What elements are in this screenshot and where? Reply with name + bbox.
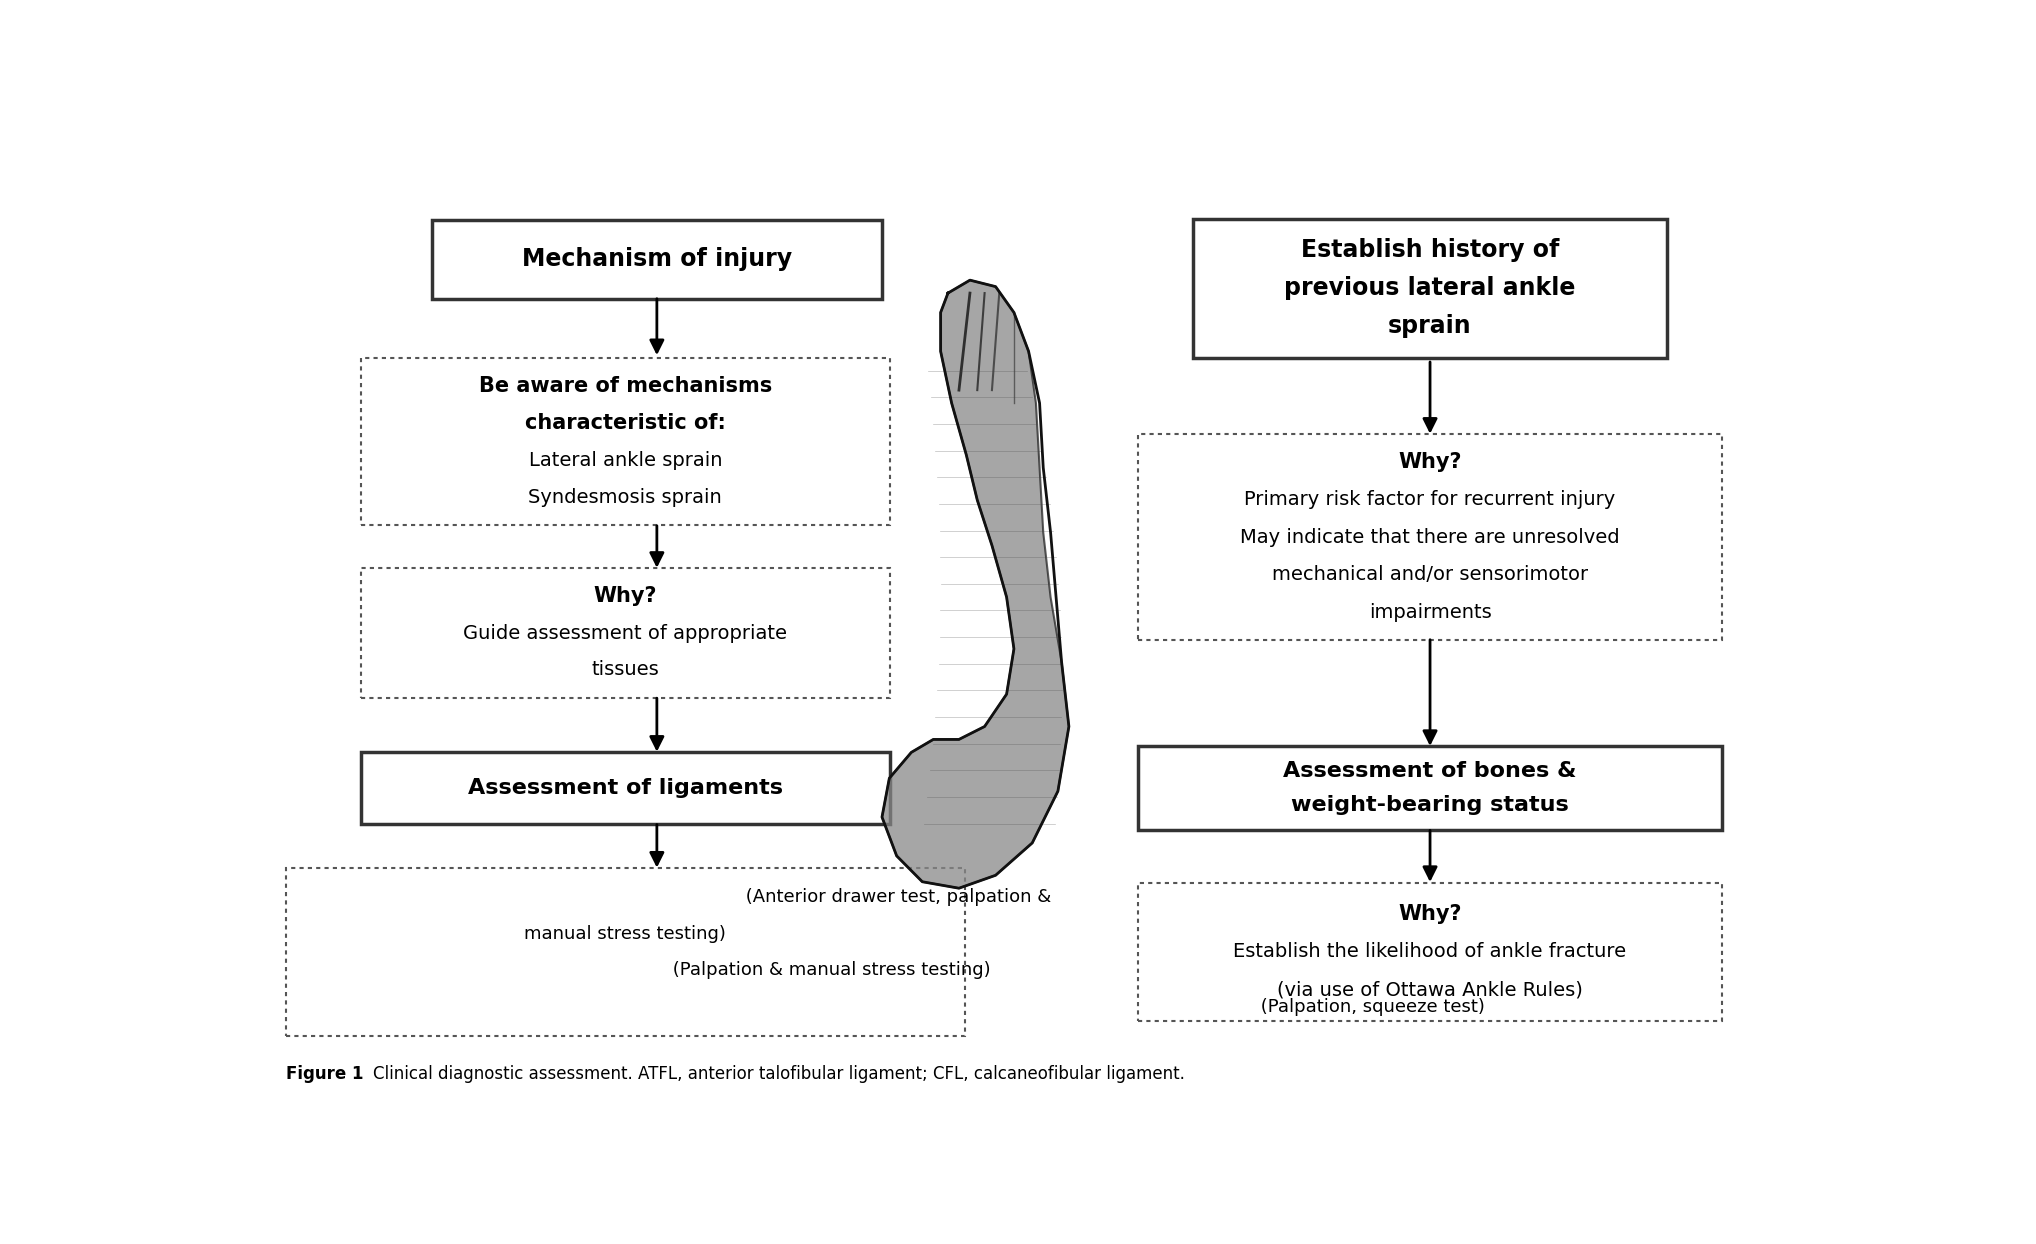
FancyBboxPatch shape [285,868,965,1036]
Text: Assessment of ligaments: Assessment of ligaments [468,779,782,799]
FancyBboxPatch shape [360,357,890,525]
Text: (via use of Ottawa Ankle Rules): (via use of Ottawa Ankle Rules) [1277,980,1582,1000]
Text: Assessment of bones &: Assessment of bones & [1283,761,1576,781]
Text: sprain: sprain [1389,315,1472,338]
Text: weight-bearing status: weight-bearing status [1291,795,1570,815]
Text: May indicate that there are unresolved: May indicate that there are unresolved [1240,527,1621,546]
Text: Mechanism of injury: Mechanism of injury [521,248,792,271]
Text: Establish history of: Establish history of [1301,238,1560,261]
Text: Why?: Why? [1399,903,1462,923]
Text: (Palpation & manual stress testing): (Palpation & manual stress testing) [666,962,989,979]
Text: Figure 1: Figure 1 [285,1065,364,1084]
Text: Clinical diagnostic assessment. ATFL, anterior talofibular ligament; CFL, calcan: Clinical diagnostic assessment. ATFL, an… [352,1065,1185,1084]
Text: Syndesmosis sprain: Syndesmosis sprain [529,488,723,506]
FancyBboxPatch shape [432,220,882,299]
FancyBboxPatch shape [360,753,890,824]
FancyBboxPatch shape [360,569,890,698]
FancyBboxPatch shape [1193,219,1667,357]
FancyBboxPatch shape [1138,882,1722,1021]
Text: Why?: Why? [1399,453,1462,473]
Text: (Palpation, squeeze test): (Palpation, squeeze test) [1254,998,1484,1015]
Text: Why?: Why? [595,586,658,606]
Text: characteristic of:: characteristic of: [525,413,725,433]
Text: previous lateral ankle: previous lateral ankle [1285,276,1576,300]
Text: Guide assessment of appropriate: Guide assessment of appropriate [464,623,788,642]
PathPatch shape [882,280,1069,888]
Text: Be aware of mechanisms: Be aware of mechanisms [478,376,772,396]
Text: Establish the likelihood of ankle fracture: Establish the likelihood of ankle fractu… [1234,943,1627,962]
FancyBboxPatch shape [1138,434,1722,641]
Text: tissues: tissues [590,661,660,679]
Text: impairments: impairments [1368,602,1492,622]
Text: Primary risk factor for recurrent injury: Primary risk factor for recurrent injury [1244,490,1617,509]
FancyBboxPatch shape [1138,746,1722,830]
Text: Lateral ankle sprain: Lateral ankle sprain [529,450,723,469]
Text: manual stress testing): manual stress testing) [525,924,727,943]
Text: (Anterior drawer test, palpation &: (Anterior drawer test, palpation & [741,888,1053,907]
Text: mechanical and/or sensorimotor: mechanical and/or sensorimotor [1272,565,1588,585]
